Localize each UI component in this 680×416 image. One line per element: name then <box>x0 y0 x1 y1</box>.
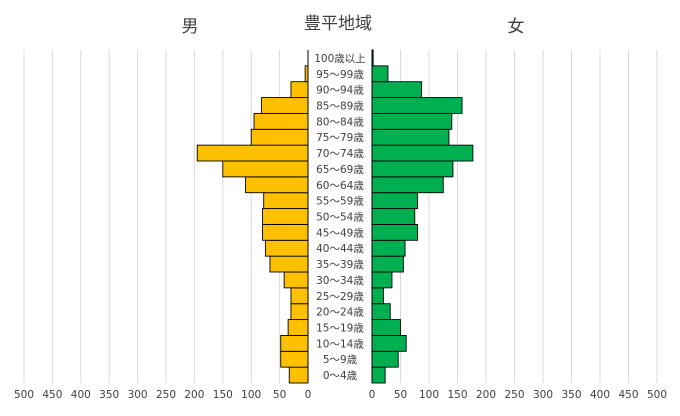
bar-female <box>371 208 416 225</box>
bar-female <box>371 334 407 352</box>
bar-female <box>371 319 401 336</box>
category-label: 90～94歳 <box>316 85 364 97</box>
x-tick-label: 250 <box>156 389 176 401</box>
x-tick-label: 350 <box>99 389 119 401</box>
bar-female <box>371 81 423 99</box>
bar-male <box>287 319 309 336</box>
x-tick-label: 500 <box>14 389 34 401</box>
bar-female <box>371 65 389 83</box>
bar-male <box>290 81 309 99</box>
bar-female <box>371 144 474 162</box>
category-label: 10～14歳 <box>316 338 364 350</box>
bar-male <box>245 176 309 194</box>
category-label: 55～59歳 <box>316 196 364 208</box>
x-tick-labels: 500 450 400 350 300 250 200 150 100 50 0 0 50 100 150 2… <box>14 389 667 401</box>
category-label: 60～64歳 <box>316 180 364 192</box>
category-label: 40～44歳 <box>316 243 364 255</box>
bar-male <box>264 239 309 257</box>
bar-male <box>290 287 309 305</box>
x-tick-label: 150 <box>447 389 467 401</box>
x-tick-label: 250 <box>504 389 524 401</box>
bar-male <box>269 255 309 273</box>
x-tick-label: 450 <box>42 389 62 401</box>
category-label: 65～69歳 <box>316 164 364 176</box>
bar-male <box>260 97 309 114</box>
x-tick-label: 0 <box>369 389 376 401</box>
bar-male <box>290 303 309 321</box>
bar-female <box>371 160 454 178</box>
bar-male <box>250 128 309 146</box>
category-label: 95～99歳 <box>316 69 364 81</box>
bar-male <box>280 350 309 368</box>
bar-female <box>371 303 391 321</box>
bar-male <box>263 192 309 210</box>
category-labels: 0～4歳 5～9歳 10～14歳 15～19歳 20～24歳 25～29歳 30～34歳 35… <box>314 53 366 382</box>
male-label: 男 <box>182 17 199 37</box>
category-label: 15～19歳 <box>316 323 364 335</box>
x-tick-label: 350 <box>561 389 581 401</box>
x-tick-label: 50 <box>273 389 286 401</box>
x-tick-label: 450 <box>618 389 638 401</box>
x-tick-label: 200 <box>184 389 204 401</box>
x-tick-label: 200 <box>476 389 496 401</box>
category-label: 25～29歳 <box>316 291 364 303</box>
x-tick-label: 400 <box>590 389 610 401</box>
bar-male <box>262 208 309 225</box>
bar-female <box>371 271 393 289</box>
bar-male <box>196 144 309 162</box>
bar-female <box>371 128 450 146</box>
x-tick-label: 300 <box>533 389 553 401</box>
bar-female <box>371 112 453 130</box>
bar-male <box>253 112 309 130</box>
category-label: 100歳以上 <box>314 53 366 65</box>
x-tick-label: 400 <box>71 389 91 401</box>
x-tick-label: 100 <box>241 389 261 401</box>
bar-female <box>371 192 419 210</box>
x-tick-label: 150 <box>213 389 233 401</box>
category-label: 0～4歳 <box>323 370 358 382</box>
x-tick-label: 0 <box>305 389 312 401</box>
bar-female <box>371 255 404 273</box>
category-label: 35～39歳 <box>316 259 364 271</box>
x-tick-label: 50 <box>394 389 407 401</box>
x-tick-label: 300 <box>128 389 148 401</box>
bar-female <box>371 239 406 257</box>
bar-male <box>283 271 309 289</box>
bar-male <box>288 366 309 384</box>
bar-female <box>371 223 419 241</box>
x-tick-label: 500 <box>647 389 667 401</box>
category-label: 70～74歳 <box>316 148 364 160</box>
category-label: 80～84歳 <box>316 116 364 128</box>
category-label: 30～34歳 <box>316 275 364 287</box>
chart-title: 豊平地域 <box>304 14 372 34</box>
x-tick-label: 100 <box>419 389 439 401</box>
bar-female <box>371 350 399 368</box>
category-label: 50～54歳 <box>316 212 364 224</box>
bar-male <box>222 160 309 178</box>
bar-male <box>262 223 309 241</box>
category-label: 45～49歳 <box>316 227 364 239</box>
category-label: 20～24歳 <box>316 307 364 319</box>
bar-female <box>371 176 444 194</box>
category-label: 5～9歳 <box>323 354 358 366</box>
bar-male <box>280 334 309 352</box>
bar-female <box>371 366 386 384</box>
female-label: 女 <box>508 17 525 37</box>
bar-female <box>371 97 463 114</box>
bars <box>196 49 474 384</box>
category-label: 85～89歳 <box>316 101 364 113</box>
bar-female <box>371 287 384 305</box>
category-label: 75～79歳 <box>316 132 364 144</box>
